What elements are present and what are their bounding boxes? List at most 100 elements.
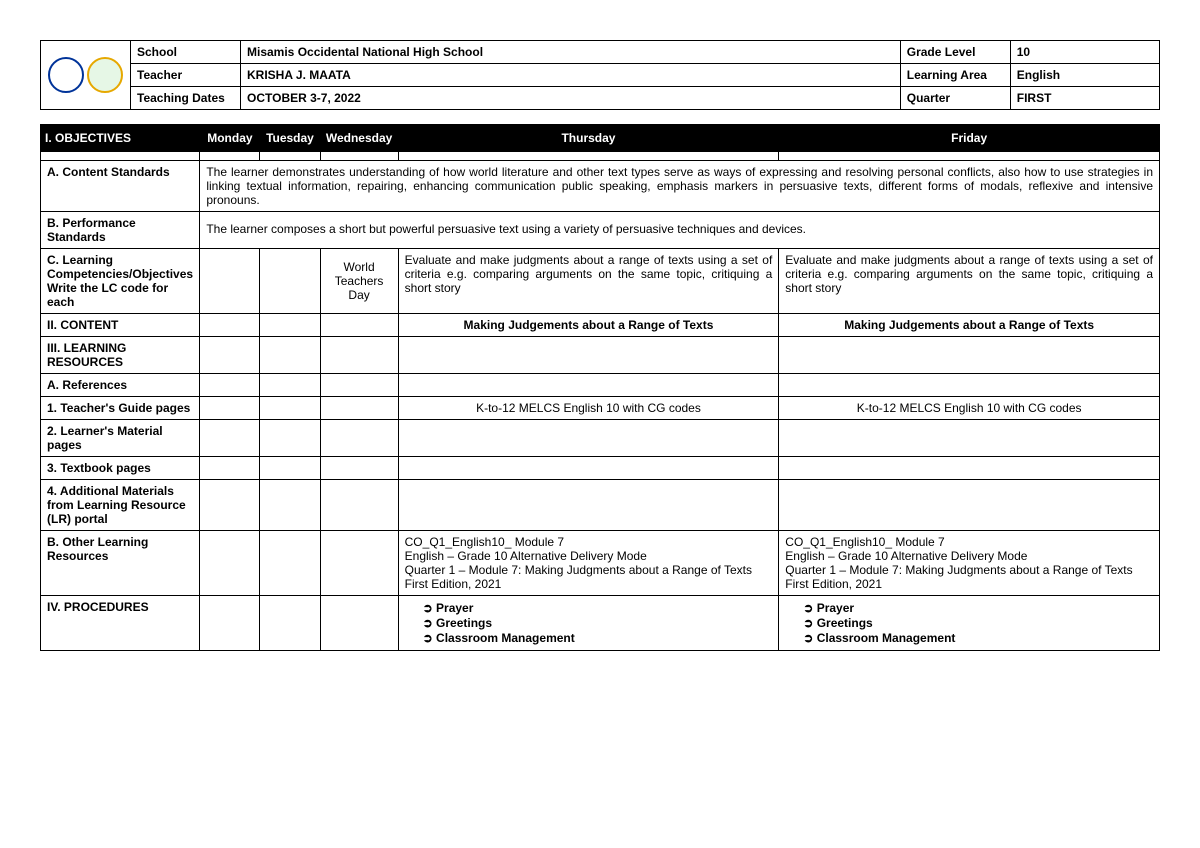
col-wednesday: Wednesday <box>320 125 398 152</box>
lm-fri <box>779 420 1160 457</box>
days-header-row: I. OBJECTIVES Monday Tuesday Wednesday T… <box>41 125 1160 152</box>
lm-label: 2. Learner's Material pages <box>41 420 200 457</box>
blank-row-1 <box>41 152 1160 161</box>
label-grade: Grade Level <box>900 41 1010 64</box>
refs-tue <box>260 374 320 397</box>
lr-tue <box>260 337 320 374</box>
lc-mon <box>200 249 260 314</box>
header-table: School Misamis Occidental National High … <box>40 40 1160 110</box>
lc-label: C. Learning Competencies/Objectives Writ… <box>41 249 200 314</box>
value-teacher: KRISHA J. MAATA <box>241 64 901 87</box>
refs-fri <box>779 374 1160 397</box>
references-row: A. References <box>41 374 1160 397</box>
proc-list-fri: Prayer Greetings Classroom Management <box>785 601 1153 645</box>
value-quarter: FIRST <box>1010 87 1159 110</box>
col-thursday: Thursday <box>398 125 779 152</box>
empty-side <box>41 152 200 161</box>
tg-tue <box>260 397 320 420</box>
learning-resources-row: III. LEARNING RESOURCES <box>41 337 1160 374</box>
tb-label: 3. Textbook pages <box>41 457 200 480</box>
empty-wed <box>320 152 398 161</box>
textbook-row: 3. Textbook pages <box>41 457 1160 480</box>
teachers-guide-row: 1. Teacher's Guide pages K-to-12 MELCS E… <box>41 397 1160 420</box>
proc-fri: Prayer Greetings Classroom Management <box>779 596 1160 651</box>
performance-standards-text: The learner composes a short but powerfu… <box>200 212 1160 249</box>
proc-mon <box>200 596 260 651</box>
proc-item: Classroom Management <box>803 631 1153 645</box>
plan-table: I. OBJECTIVES Monday Tuesday Wednesday T… <box>40 124 1160 651</box>
refs-mon <box>200 374 260 397</box>
learners-material-row: 2. Learner's Material pages <box>41 420 1160 457</box>
proc-item: Classroom Management <box>423 631 773 645</box>
tb-wed <box>320 457 398 480</box>
label-dates: Teaching Dates <box>131 87 241 110</box>
lm-mon <box>200 420 260 457</box>
lc-wed: World Teachers Day <box>320 249 398 314</box>
tb-fri <box>779 457 1160 480</box>
tg-wed <box>320 397 398 420</box>
refs-thu <box>398 374 779 397</box>
logo-cell <box>41 41 131 110</box>
col-tuesday: Tuesday <box>260 125 320 152</box>
lesson-plan-page: School Misamis Occidental National High … <box>40 40 1160 651</box>
empty-thu <box>398 152 779 161</box>
lr-label: III. LEARNING RESOURCES <box>41 337 200 374</box>
content-standards-text: The learner demonstrates understanding o… <box>200 161 1160 212</box>
tg-fri: K-to-12 MELCS English 10 with CG codes <box>779 397 1160 420</box>
procedures-row: IV. PROCEDURES Prayer Greetings Classroo… <box>41 596 1160 651</box>
lm-tue <box>260 420 320 457</box>
col-monday: Monday <box>200 125 260 152</box>
addl-label: 4. Additional Materials from Learning Re… <box>41 480 200 531</box>
empty-mon <box>200 152 260 161</box>
proc-item: Greetings <box>803 616 1153 630</box>
value-grade: 10 <box>1010 41 1159 64</box>
content-mon <box>200 314 260 337</box>
performance-standards-label: B. Performance Standards <box>41 212 200 249</box>
tg-label: 1. Teacher's Guide pages <box>41 397 200 420</box>
proc-thu: Prayer Greetings Classroom Management <box>398 596 779 651</box>
tb-thu <box>398 457 779 480</box>
refs-wed <box>320 374 398 397</box>
addl-fri <box>779 480 1160 531</box>
label-quarter: Quarter <box>900 87 1010 110</box>
content-standards-row: A. Content Standards The learner demonst… <box>41 161 1160 212</box>
value-school: Misamis Occidental National High School <box>241 41 901 64</box>
lr-mon <box>200 337 260 374</box>
other-thu: CO_Q1_English10_ Module 7 English – Grad… <box>398 531 779 596</box>
proc-item: Prayer <box>423 601 773 615</box>
lm-wed <box>320 420 398 457</box>
other-resources-row: B. Other Learning Resources CO_Q1_Englis… <box>41 531 1160 596</box>
content-label: II. CONTENT <box>41 314 200 337</box>
tg-thu: K-to-12 MELCS English 10 with CG codes <box>398 397 779 420</box>
lc-fri: Evaluate and make judgments about a rang… <box>779 249 1160 314</box>
lc-thu: Evaluate and make judgments about a rang… <box>398 249 779 314</box>
label-school: School <box>131 41 241 64</box>
lr-wed <box>320 337 398 374</box>
content-wed <box>320 314 398 337</box>
proc-item: Greetings <box>423 616 773 630</box>
col-friday: Friday <box>779 125 1160 152</box>
content-tue <box>260 314 320 337</box>
content-thu: Making Judgements about a Range of Texts <box>398 314 779 337</box>
addl-tue <box>260 480 320 531</box>
other-fri: CO_Q1_English10_ Module 7 English – Grad… <box>779 531 1160 596</box>
refs-label: A. References <box>41 374 200 397</box>
value-area: English <box>1010 64 1159 87</box>
value-dates: OCTOBER 3-7, 2022 <box>241 87 901 110</box>
proc-item: Prayer <box>803 601 1153 615</box>
proc-wed <box>320 596 398 651</box>
proc-label: IV. PROCEDURES <box>41 596 200 651</box>
content-row: II. CONTENT Making Judgements about a Ra… <box>41 314 1160 337</box>
objectives-heading: I. OBJECTIVES <box>41 125 200 152</box>
empty-tue <box>260 152 320 161</box>
lc-tue <box>260 249 320 314</box>
deped-logo-icon <box>48 57 84 93</box>
empty-fri <box>779 152 1160 161</box>
tg-mon <box>200 397 260 420</box>
additional-materials-row: 4. Additional Materials from Learning Re… <box>41 480 1160 531</box>
other-tue <box>260 531 320 596</box>
addl-thu <box>398 480 779 531</box>
learning-competencies-row: C. Learning Competencies/Objectives Writ… <box>41 249 1160 314</box>
label-teacher: Teacher <box>131 64 241 87</box>
lr-thu <box>398 337 779 374</box>
